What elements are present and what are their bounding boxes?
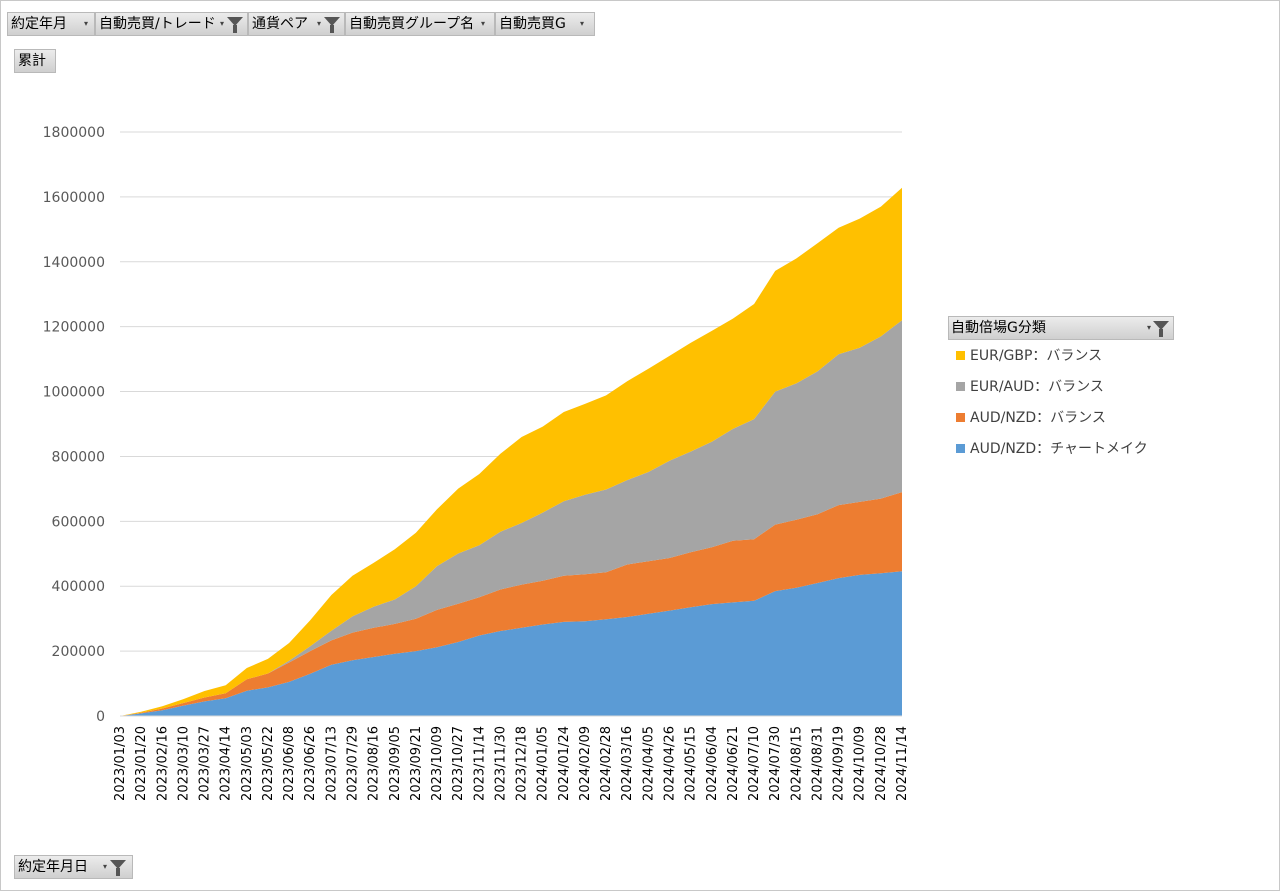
x-tick-label: 2024/07/30 — [768, 726, 783, 801]
x-tick-label: 2024/07/10 — [747, 726, 762, 801]
x-tick-label: 2023/04/14 — [219, 726, 234, 801]
axis-field-button[interactable]: 約定年月日 ▾ — [14, 855, 133, 879]
legend-swatch — [956, 382, 965, 391]
area-series — [120, 187, 902, 717]
area-series — [120, 571, 902, 716]
y-tick-label: 200000 — [52, 644, 105, 660]
dropdown-icon[interactable]: ▾ — [84, 19, 89, 28]
x-tick-label: 2023/11/14 — [472, 726, 487, 801]
legend-item: EUR/AUD：バランス — [956, 376, 1104, 396]
dropdown-icon[interactable]: ▾ — [580, 19, 585, 28]
area-series — [120, 492, 902, 716]
filter-label: 自動売買/トレード — [99, 16, 216, 32]
x-tick-label: 2023/06/26 — [303, 726, 318, 801]
x-tick-label: 2024/06/21 — [726, 726, 741, 801]
legend-item: EUR/GBP：バランス — [956, 345, 1102, 365]
y-tick-label: 1800000 — [43, 125, 105, 141]
y-tick-label: 1200000 — [43, 320, 105, 336]
x-tick-label: 2023/10/09 — [430, 726, 445, 801]
y-tick-label: 1400000 — [43, 255, 105, 271]
dropdown-icon[interactable]: ▾ — [317, 19, 322, 28]
filter-funnel-icon — [227, 17, 243, 33]
x-tick-label: 2024/11/14 — [895, 726, 910, 801]
legend-swatch — [956, 351, 965, 360]
legend-label: EUR/GBP：バランス — [970, 348, 1103, 364]
area-series — [120, 320, 902, 716]
x-tick-label: 2023/09/21 — [409, 726, 424, 801]
legend-item: AUD/NZD：バランス — [956, 407, 1106, 427]
x-tick-label: 2023/03/10 — [176, 726, 191, 801]
filter-funnel-icon — [110, 860, 126, 876]
legend-label: AUD/NZD：チャートメイク — [970, 441, 1148, 457]
x-tick-label: 2024/08/15 — [789, 726, 804, 801]
legend-label: AUD/NZD：バランス — [970, 410, 1106, 426]
x-tick-label: 2024/09/19 — [832, 726, 847, 801]
x-tick-label: 2023/05/22 — [261, 726, 276, 801]
x-tick-label: 2023/01/20 — [134, 726, 149, 801]
filter-button-currency-pair[interactable]: 通貨ペア ▾ — [248, 12, 345, 36]
filter-funnel-icon — [1153, 321, 1169, 337]
x-tick-label: 2024/02/28 — [599, 726, 614, 801]
x-tick-label: 2023/03/27 — [198, 726, 213, 801]
legend-swatch — [956, 444, 965, 453]
filter-button-contract-month[interactable]: 約定年月 ▾ — [7, 12, 95, 36]
filter-label: 通貨ペア — [252, 16, 308, 32]
x-tick-label: 2023/08/16 — [367, 726, 382, 801]
x-tick-label: 2023/06/08 — [282, 726, 297, 801]
x-tick-label: 2023/02/16 — [155, 726, 170, 801]
values-label: 累計 — [18, 53, 46, 69]
x-tick-label: 2023/07/13 — [324, 726, 339, 801]
dropdown-icon[interactable]: ▾ — [220, 19, 225, 28]
x-tick-label: 2023/11/30 — [493, 726, 508, 801]
filter-funnel-icon — [324, 17, 340, 33]
y-tick-label: 600000 — [52, 514, 105, 530]
dropdown-icon[interactable]: ▾ — [481, 19, 486, 28]
x-tick-label: 2023/01/03 — [113, 726, 128, 801]
x-tick-label: 2023/12/18 — [515, 726, 530, 801]
dropdown-icon[interactable]: ▾ — [103, 862, 108, 871]
x-tick-label: 2024/04/26 — [663, 726, 678, 801]
filter-button-auto-trade-group[interactable]: 自動売買G ▾ — [495, 12, 595, 36]
x-tick-label: 2024/10/09 — [853, 726, 868, 801]
x-tick-label: 2024/01/05 — [536, 726, 551, 801]
x-tick-label: 2024/04/05 — [641, 726, 656, 801]
y-tick-label: 0 — [96, 709, 105, 725]
filter-button-group-name[interactable]: 自動売買グループ名 ▾ — [345, 12, 495, 36]
filter-label: 自動売買G — [499, 16, 566, 32]
x-tick-label: 2024/05/15 — [684, 726, 699, 801]
legend-item: AUD/NZD：チャートメイク — [956, 438, 1148, 458]
x-tick-label: 2023/10/27 — [451, 726, 466, 801]
x-tick-label: 2024/08/31 — [810, 726, 825, 801]
values-field-button[interactable]: 累計 — [14, 49, 56, 73]
y-tick-label: 800000 — [52, 449, 105, 465]
legend-field-button[interactable]: 自動倍場G分類 ▾ — [948, 316, 1174, 340]
filter-label: 約定年月 — [11, 16, 67, 32]
filter-button-auto-trade[interactable]: 自動売買/トレード ▾ — [95, 12, 248, 36]
y-tick-label: 1600000 — [43, 190, 105, 206]
axis-field-label: 約定年月日 — [18, 859, 88, 875]
legend-title: 自動倍場G分類 — [951, 320, 1046, 336]
filter-label: 自動売買グループ名 — [349, 16, 475, 32]
y-tick-label: 400000 — [52, 579, 105, 595]
x-tick-label: 2024/01/24 — [557, 726, 572, 801]
y-tick-label: 1000000 — [43, 385, 105, 401]
x-tick-label: 2023/07/29 — [345, 726, 360, 801]
legend-label: EUR/AUD：バランス — [970, 379, 1104, 395]
x-tick-label: 2024/03/16 — [620, 726, 635, 801]
x-tick-label: 2023/09/05 — [388, 726, 403, 801]
x-tick-label: 2024/02/09 — [578, 726, 593, 801]
legend-swatch — [956, 413, 965, 422]
x-tick-label: 2024/10/28 — [874, 726, 889, 801]
x-tick-label: 2024/06/04 — [705, 726, 720, 801]
x-tick-label: 2023/05/03 — [240, 726, 255, 801]
dropdown-icon[interactable]: ▾ — [1147, 323, 1152, 332]
